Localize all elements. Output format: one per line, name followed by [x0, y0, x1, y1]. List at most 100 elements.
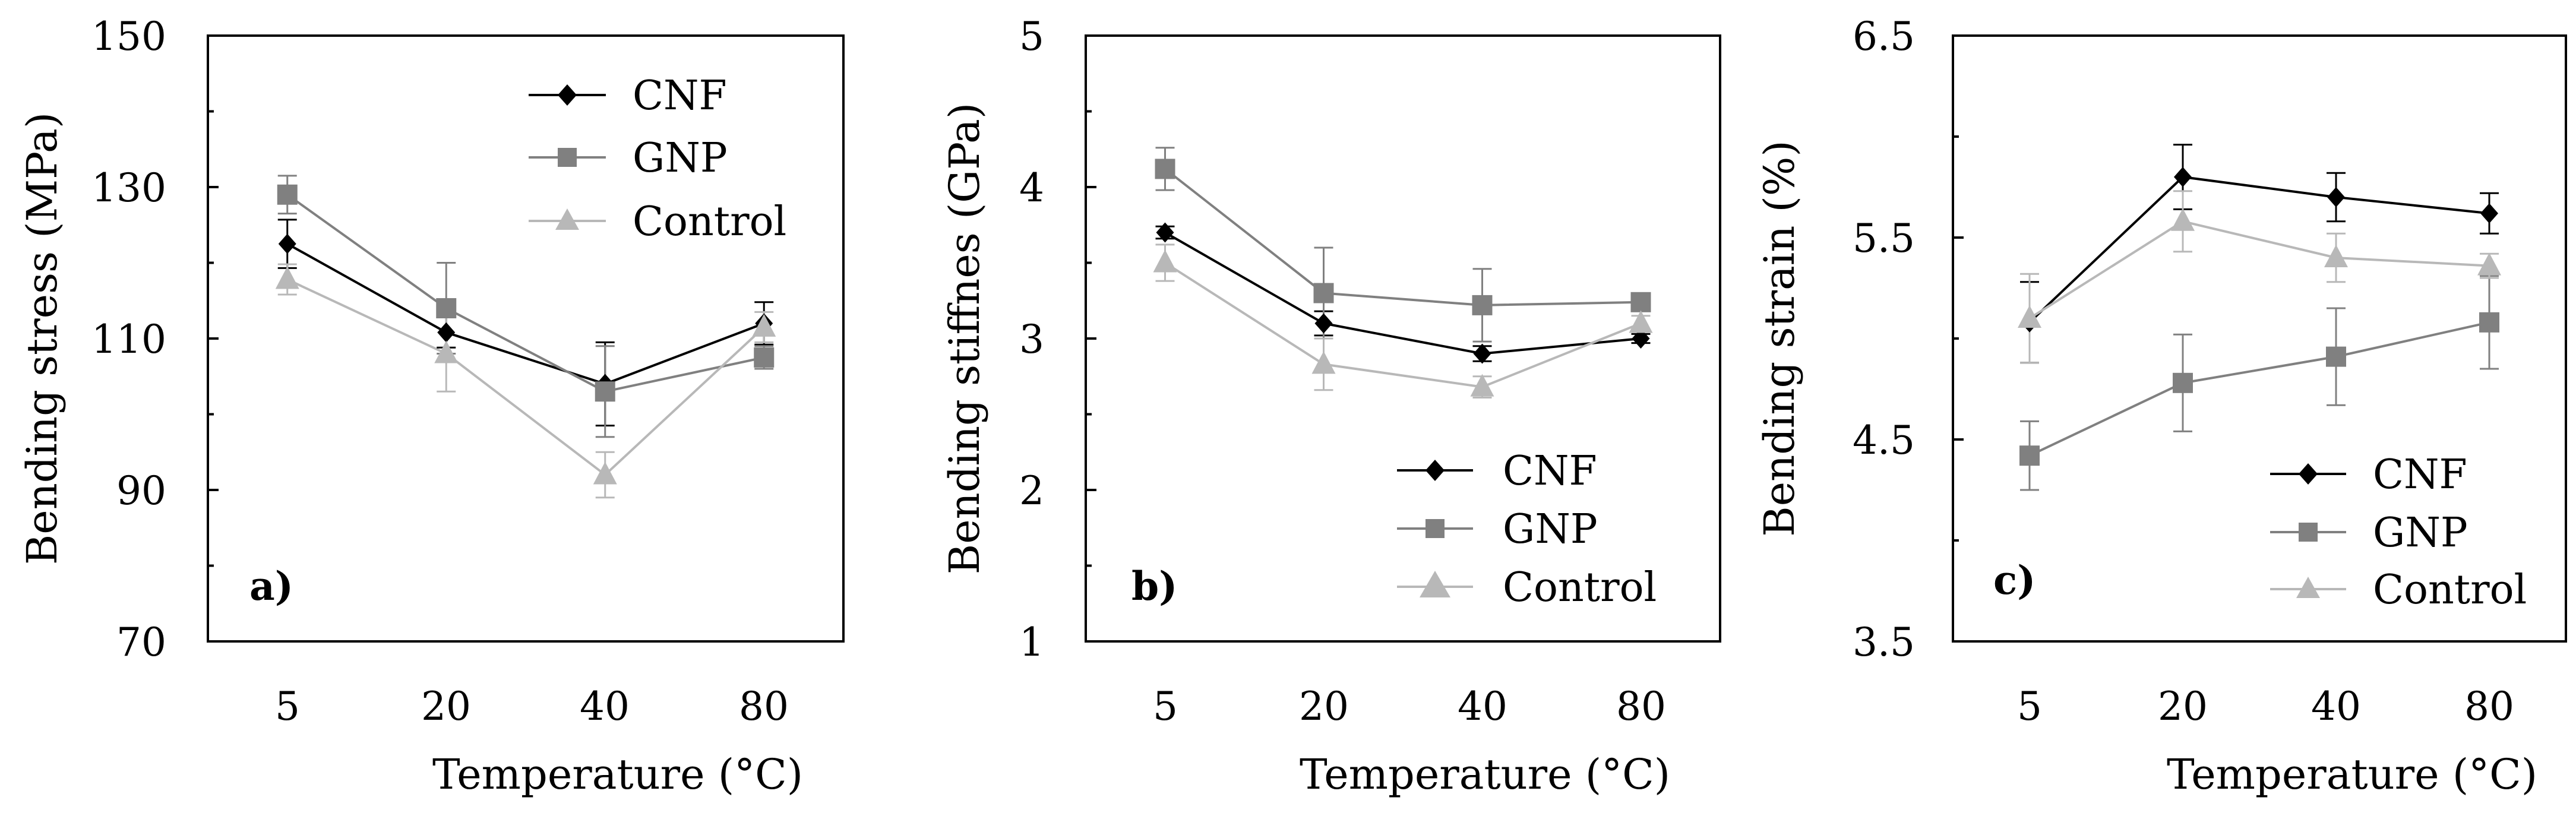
legend-label-control: Control [633, 198, 786, 245]
legend-label-gnp: GNP [1503, 506, 1598, 553]
data-point-cnf [1314, 313, 1333, 334]
legend-label-gnp: GNP [2373, 510, 2468, 556]
y-ticks [1086, 34, 1096, 643]
x-tick-label: 20 [421, 684, 471, 729]
data-point-gnp [595, 381, 615, 402]
data-point-gnp [1630, 292, 1651, 312]
y-tick-label: 5 [1019, 14, 1044, 59]
data-point-cnf [1632, 328, 1650, 349]
y-tick-label: 4.5 [1853, 418, 1915, 463]
panel-label: a) [249, 563, 293, 609]
data-point-cnf [278, 233, 296, 254]
series-line-control [2028, 220, 2490, 320]
legend: CNF GNP Control [529, 72, 786, 245]
data-point-cnf [1156, 222, 1174, 243]
y-tick-label: 110 [91, 317, 166, 362]
legend-marker-cnf [2299, 463, 2318, 485]
legend: CNF GNP Control [1397, 448, 1657, 611]
series-line-cnf [286, 242, 765, 385]
series-line-gnp [1164, 167, 1641, 306]
series-line-gnp [2029, 321, 2490, 457]
y-tick-label: 150 [91, 14, 166, 59]
data-point-control [434, 340, 459, 363]
x-tick-label: 40 [1458, 684, 1507, 729]
data-point-control [1311, 351, 1336, 374]
x-tick-label: 5 [1153, 684, 1178, 729]
data-point-gnp [436, 298, 457, 318]
series-line-control [1164, 261, 1642, 388]
chart-panel-a: 5 20 40 80 70 90 110 130 150 Temperature… [18, 14, 845, 799]
data-point-gnp [277, 184, 298, 205]
legend-marker-gnp [1426, 519, 1445, 538]
series-line-cnf [2028, 175, 2490, 324]
legend-marker-control [555, 208, 579, 230]
x-tick-label: 20 [1299, 684, 1349, 729]
legend-label-control: Control [2373, 567, 2527, 613]
data-point-cnf [437, 322, 456, 343]
plot-area [1952, 34, 2567, 643]
x-axis-title: Temperature (°C) [1300, 750, 1670, 799]
legend-label-control: Control [1503, 564, 1657, 611]
data-point-control [1629, 310, 1653, 333]
y-tick-label: 6.5 [1853, 14, 1915, 59]
y-tick-label: 90 [116, 468, 166, 514]
x-tick-label: 80 [739, 684, 789, 729]
data-point-cnf [2327, 187, 2345, 207]
data-point-gnp [2479, 312, 2499, 333]
data-point-gnp [1472, 295, 1493, 315]
x-tick-label: 40 [2311, 684, 2361, 729]
data-point-cnf [2174, 167, 2192, 187]
x-axis-title: Temperature (°C) [2167, 750, 2537, 799]
panel-label: b) [1131, 563, 1177, 609]
x-tick-label: 5 [2017, 684, 2042, 729]
y-tick-label: 70 [116, 619, 166, 665]
legend-marker-cnf [558, 84, 577, 106]
y-tick-label: 130 [91, 165, 166, 211]
data-point-control [2324, 245, 2348, 267]
legend-marker-gnp [558, 148, 577, 167]
data-point-cnf [1473, 343, 1491, 364]
data-point-gnp [2173, 372, 2193, 393]
data-series [275, 175, 776, 499]
y-ticks [1953, 34, 1964, 643]
series-line-control [286, 278, 765, 477]
data-point-gnp [754, 347, 775, 368]
data-point-gnp [1155, 159, 1175, 179]
legend-label-cnf: CNF [1503, 448, 1597, 495]
data-point-control [2018, 305, 2041, 328]
series-line-cnf [1164, 231, 1641, 355]
legend-label-gnp: GNP [633, 135, 728, 182]
data-point-control [2477, 252, 2501, 276]
data-point-cnf [2480, 203, 2498, 224]
data-point-control [2171, 208, 2195, 231]
legend: CNF GNP Control [2270, 451, 2527, 613]
x-tick-label: 80 [1616, 684, 1666, 729]
legend-marker-gnp [2299, 523, 2318, 542]
data-series [1153, 147, 1653, 398]
x-tick-label: 40 [580, 684, 630, 729]
data-point-control [752, 314, 776, 337]
y-tick-label: 3 [1019, 317, 1044, 362]
data-point-control [275, 266, 299, 289]
panel-label: c) [1993, 557, 2035, 603]
x-tick-label: 20 [2158, 684, 2208, 729]
legend-marker-cnf [1426, 460, 1445, 481]
y-tick-label: 1 [1019, 619, 1044, 665]
data-point-gnp [2326, 346, 2346, 367]
data-point-gnp [1313, 283, 1334, 303]
y-axis-title: Bending strain (%) [1755, 140, 1804, 536]
data-point-control [593, 461, 617, 485]
data-point-control [1470, 374, 1494, 397]
y-tick-label: 2 [1019, 468, 1044, 514]
x-tick-label: 80 [2464, 684, 2514, 729]
legend-label-cnf: CNF [2373, 451, 2467, 498]
y-axis-title: Bending stress (MPa) [18, 112, 67, 565]
data-point-control [1153, 249, 1177, 273]
y-axis-title: Bending stiffnes (GPa) [940, 103, 989, 574]
data-series [2018, 144, 2501, 491]
chart-panel-c: 5 20 40 80 3.5 4.5 5.5 6.5 Temperature (… [1755, 14, 2567, 799]
chart-panel-b: 5 20 40 80 1 2 3 4 5 Temperature (°C) Be… [940, 14, 1721, 799]
series-line-gnp [286, 194, 764, 393]
x-axis-title: Temperature (°C) [432, 750, 803, 799]
